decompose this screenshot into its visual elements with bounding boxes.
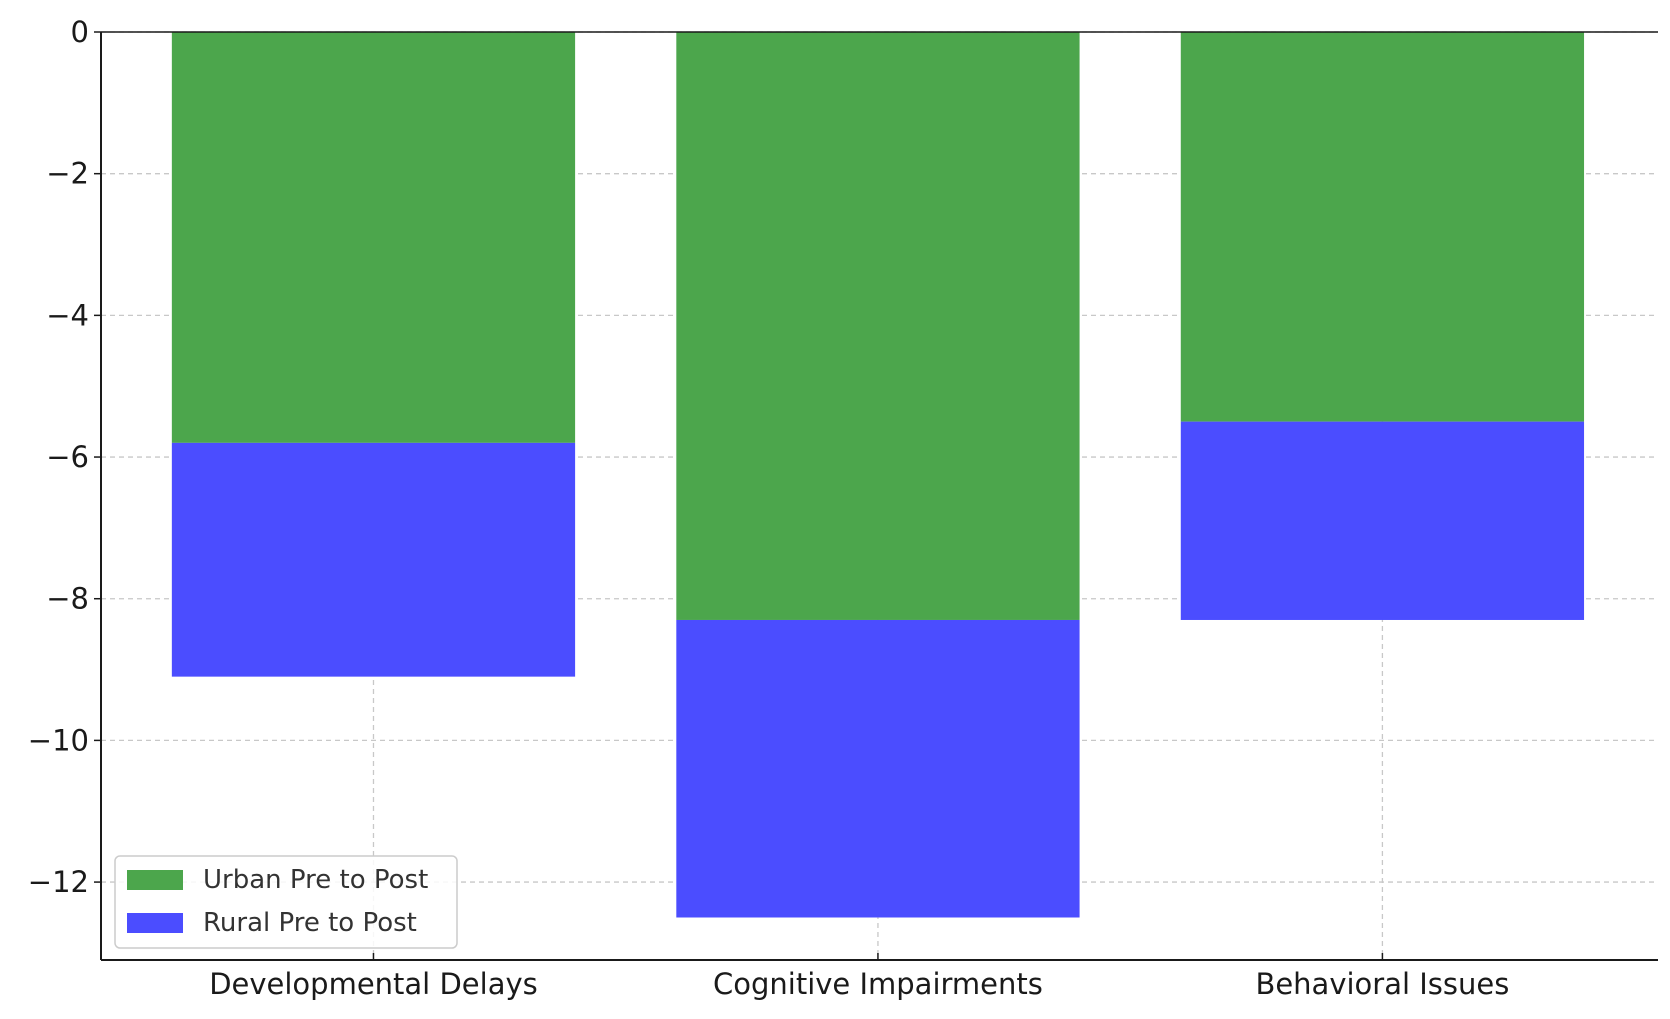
bar-urban-1 <box>171 32 576 443</box>
legend-swatch <box>127 870 183 890</box>
bar-urban-2 <box>676 32 1080 620</box>
legend-label: Rural Pre to Post <box>203 908 417 938</box>
legend: Urban Pre to Post Rural Pre to Post <box>114 855 458 949</box>
axes <box>100 31 1658 961</box>
y-tick-label: −8 <box>46 582 89 616</box>
y-tick-label: −4 <box>46 298 89 332</box>
y-tick-label: 0 <box>71 15 89 49</box>
legend-label: Urban Pre to Post <box>203 865 428 895</box>
bar-urban-3 <box>1180 32 1585 422</box>
y-tick-label: −12 <box>28 865 89 899</box>
legend-swatch <box>127 913 183 933</box>
x-tick-label: Behavioral Issues <box>1255 967 1509 1001</box>
x-axis-ticks: Developmental Delays Cognitive Impairment… <box>209 953 1509 1001</box>
y-axis-ticks: 0 −2 −4 −6 −8 −10 −12 <box>28 15 101 899</box>
bar-rural-2 <box>676 619 1080 918</box>
bar-rural-1 <box>171 442 576 677</box>
y-tick-label: −6 <box>46 440 89 474</box>
bar-rural-3 <box>1180 421 1585 620</box>
legend-box <box>114 855 458 949</box>
y-tick-label: −2 <box>46 157 89 191</box>
x-tick-label: Cognitive Impairments <box>713 967 1043 1001</box>
bars <box>171 32 1585 918</box>
y-tick-label: −10 <box>28 723 89 757</box>
x-tick-label: Developmental Delays <box>209 967 538 1001</box>
